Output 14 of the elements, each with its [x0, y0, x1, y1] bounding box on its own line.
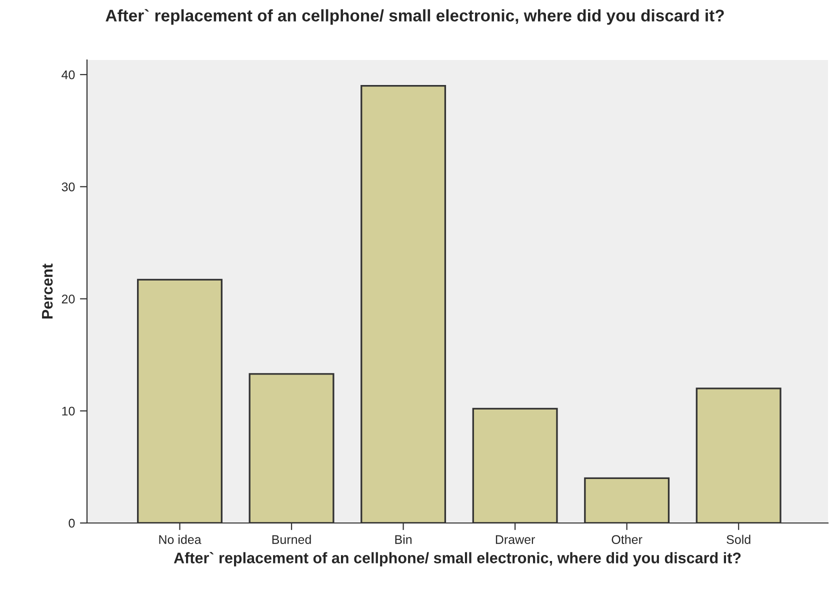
y-axis-title: Percent	[42, 264, 53, 318]
x-tick-label: No idea	[159, 534, 202, 544]
x-tick-label: Drawer	[496, 535, 535, 544]
y-tick-label: 30	[62, 182, 75, 192]
chart-title: After` replacement of an cellphone/ small electronic, where did you discard it?	[106, 9, 724, 25]
x-tick-label: Bin	[395, 534, 412, 544]
y-tick-label: 40	[62, 70, 75, 80]
y-tick-label: 20	[62, 294, 75, 304]
x-tick-label: Sold	[726, 534, 750, 544]
y-tick-label: 0	[68, 518, 75, 528]
x-tick-label: Burned	[272, 534, 311, 544]
x-tick-label: Other	[612, 534, 642, 544]
y-tick-label: 10	[62, 406, 75, 416]
x-axis-title: After` replacement of an cellphone/ small electronic, where did you discard it?	[174, 552, 741, 566]
